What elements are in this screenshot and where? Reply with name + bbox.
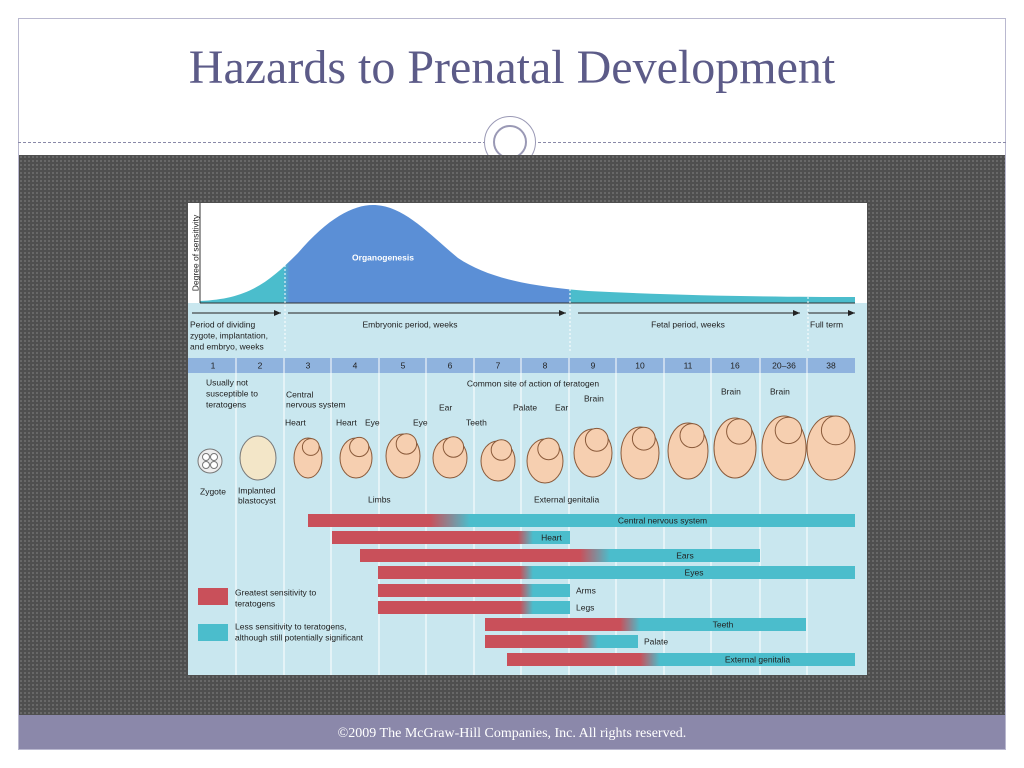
week-label: 1: [211, 360, 216, 370]
sensitivity-bar: [308, 514, 855, 527]
site-label: Brain: [584, 393, 604, 403]
period-label: and embryo, weeks: [190, 341, 264, 351]
figure: Degree of sensitivity Organogenesis Peri…: [188, 203, 867, 675]
week-label: 11: [684, 360, 693, 370]
site-label: Palate: [513, 402, 537, 412]
bar-label: Teeth: [713, 619, 734, 629]
embryo-head: [820, 415, 851, 446]
sensitivity-curve: [200, 205, 855, 303]
site-label: Brain: [721, 386, 741, 396]
arrow-head: [793, 310, 800, 316]
bar-label: Ears: [676, 550, 693, 560]
week-label: 2: [258, 360, 263, 370]
legend-swatch: [198, 624, 228, 641]
legend-label: Less sensitivity to teratogens,: [235, 621, 347, 631]
week-label: 38: [826, 360, 836, 370]
embryo-head: [726, 418, 753, 445]
bar-label: Heart: [541, 532, 562, 542]
axis-label: Degree of sensitivity: [190, 214, 200, 291]
week-label: 8: [543, 360, 548, 370]
site-label: Ear: [555, 402, 568, 412]
arrow-head: [559, 310, 566, 316]
site-label: Zygote: [200, 486, 226, 496]
arrow-head: [274, 310, 281, 316]
zygote-cell: [210, 461, 218, 469]
legend-swatch: [198, 588, 228, 605]
bar-label: External genitalia: [725, 654, 790, 664]
site-label: Teeth: [466, 417, 487, 427]
bar-label: Eyes: [685, 567, 704, 577]
week-label: 5: [401, 360, 406, 370]
site-label: Eye: [365, 417, 380, 427]
arrow-head: [848, 310, 855, 316]
site-label: Central: [286, 389, 314, 399]
embryo-head: [584, 427, 609, 452]
week-label: 20–36: [772, 360, 796, 370]
zygote-cell: [202, 453, 210, 461]
site-label: Heart: [285, 417, 306, 427]
site-label: Brain: [770, 386, 790, 396]
bar-label: Arms: [576, 585, 596, 595]
sensitivity-bar: [332, 531, 570, 544]
period-label: Embryonic period, weeks: [363, 319, 458, 329]
site-label: Heart: [336, 417, 357, 427]
site-label: blastocyst: [238, 495, 276, 505]
week-label: 16: [730, 360, 740, 370]
site-label: Implanted: [238, 485, 276, 495]
note: Common site of action of teratogen: [467, 378, 600, 388]
period-label: Full term: [810, 319, 843, 329]
week-label: 9: [591, 360, 596, 370]
embryo-head: [631, 426, 656, 451]
frame: [18, 18, 1006, 750]
week-label: 10: [635, 360, 645, 370]
site-label: Ear: [439, 402, 452, 412]
embryo-head: [679, 423, 705, 449]
period-label: Fetal period, weeks: [651, 319, 725, 329]
note: Usually not: [206, 377, 249, 387]
zygote-cell: [210, 453, 218, 461]
zygote-cell: [202, 461, 210, 469]
zygote: [197, 448, 223, 474]
site-label: External genitalia: [534, 494, 599, 504]
blastocyst: [239, 435, 277, 481]
legend-label: although still potentially significant: [235, 632, 364, 642]
bar-label: Central nervous system: [618, 515, 707, 525]
site-label: Eye: [413, 417, 428, 427]
curve-label: Organogenesis: [352, 252, 414, 262]
legend-label: teratogens: [235, 598, 275, 608]
slide-title: Hazards to Prenatal Development: [188, 41, 836, 94]
embryo-head: [774, 416, 803, 445]
footer: ©2009 The McGraw-Hill Companies, Inc. Al…: [19, 715, 1005, 749]
embryo-head: [301, 438, 320, 456]
note: susceptible to: [206, 388, 258, 398]
embryo-head: [442, 436, 465, 458]
legend-label: Greatest sensitivity to: [235, 587, 317, 597]
site-label: nervous system: [286, 399, 346, 409]
bar-label: Legs: [576, 602, 594, 612]
week-label: 3: [306, 360, 311, 370]
period-label: Period of dividing: [190, 319, 255, 329]
embryo-head: [490, 439, 513, 461]
sensitivity-bar: [507, 653, 855, 666]
embryo-head: [537, 437, 560, 461]
embryo-head: [395, 433, 418, 455]
bar-label: Palate: [644, 636, 668, 646]
period-label: zygote, implantation,: [190, 330, 268, 340]
week-label: 7: [496, 360, 501, 370]
week-label: 4: [353, 360, 358, 370]
note: teratogens: [206, 399, 246, 409]
sensitivity-bar: [378, 566, 855, 579]
sensitivity-bar: [485, 635, 638, 648]
site-label: Limbs: [368, 494, 391, 504]
week-label: 6: [448, 360, 453, 370]
sensitivity-bar: [378, 584, 570, 597]
sensitivity-bar: [485, 618, 806, 631]
embryo-head: [349, 436, 370, 458]
sensitivity-bar: [360, 549, 760, 562]
sensitivity-bar: [378, 601, 570, 614]
